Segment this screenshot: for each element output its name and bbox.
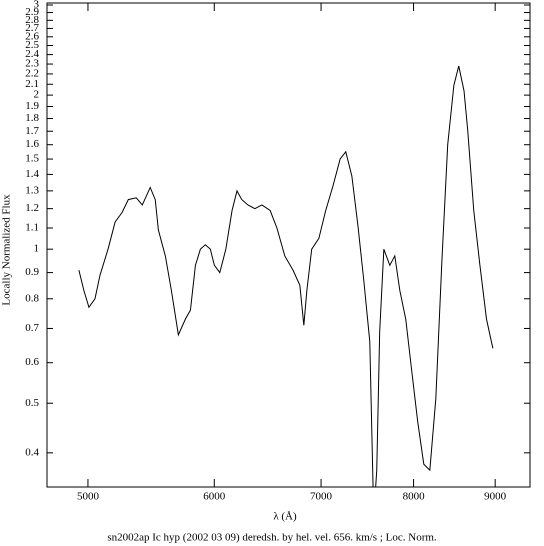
- y-tick-label: 2.9: [25, 6, 39, 18]
- y-tick-label: 2.8: [25, 14, 39, 26]
- x-tick-label: 9000: [484, 491, 507, 503]
- y-tick-label: 2.3: [25, 58, 39, 70]
- y-tick-label: 2: [34, 89, 40, 101]
- x-axis-label: λ (Å): [273, 511, 297, 523]
- x-tick-label: 5000: [77, 491, 100, 503]
- x-tick-label: 6000: [203, 491, 226, 503]
- y-tick-label: 0.7: [25, 322, 39, 334]
- y-tick-label: 2.2: [25, 67, 39, 79]
- y-tick-label: 0.8: [25, 292, 39, 304]
- plot-frame: [46, 2, 531, 488]
- x-tick-label: 7000: [310, 491, 333, 503]
- y-tick-label: 1.3: [25, 184, 39, 196]
- y-tick-label: 3: [34, 0, 40, 11]
- y-tick-label: 1.8: [25, 112, 39, 124]
- chart-caption: sn2002ap Ic hyp (2002 03 09) deredsh. by…: [107, 532, 437, 544]
- y-tick-label: 2.5: [25, 39, 39, 51]
- y-tick-label: 1.5: [25, 153, 39, 165]
- y-tick-label: 1.6: [25, 138, 39, 150]
- y-tick-label: 2.6: [25, 30, 39, 42]
- y-tick-label: 1: [34, 243, 40, 255]
- y-tick-label: 2.1: [25, 78, 39, 90]
- spectrum-line: [78, 65, 494, 487]
- x-tick-label: 8000: [403, 491, 426, 503]
- y-tick-label: 1.7: [25, 125, 39, 137]
- y-tick-label: 2.4: [25, 48, 39, 60]
- y-tick-label: 0.5: [25, 397, 39, 409]
- y-tick-label: 1.2: [25, 202, 39, 214]
- y-tick-label: 1.1: [25, 222, 39, 234]
- y-tick-label: 2.7: [25, 22, 39, 34]
- y-tick-label: 1.4: [25, 168, 39, 180]
- y-axis-label: Locally Normalized Flux: [1, 194, 13, 306]
- y-tick-label: 0.9: [25, 266, 39, 278]
- y-tick-label: 1.9: [25, 100, 39, 112]
- y-tick-label: 0.6: [25, 356, 39, 368]
- y-tick-label: 0.4: [25, 446, 39, 458]
